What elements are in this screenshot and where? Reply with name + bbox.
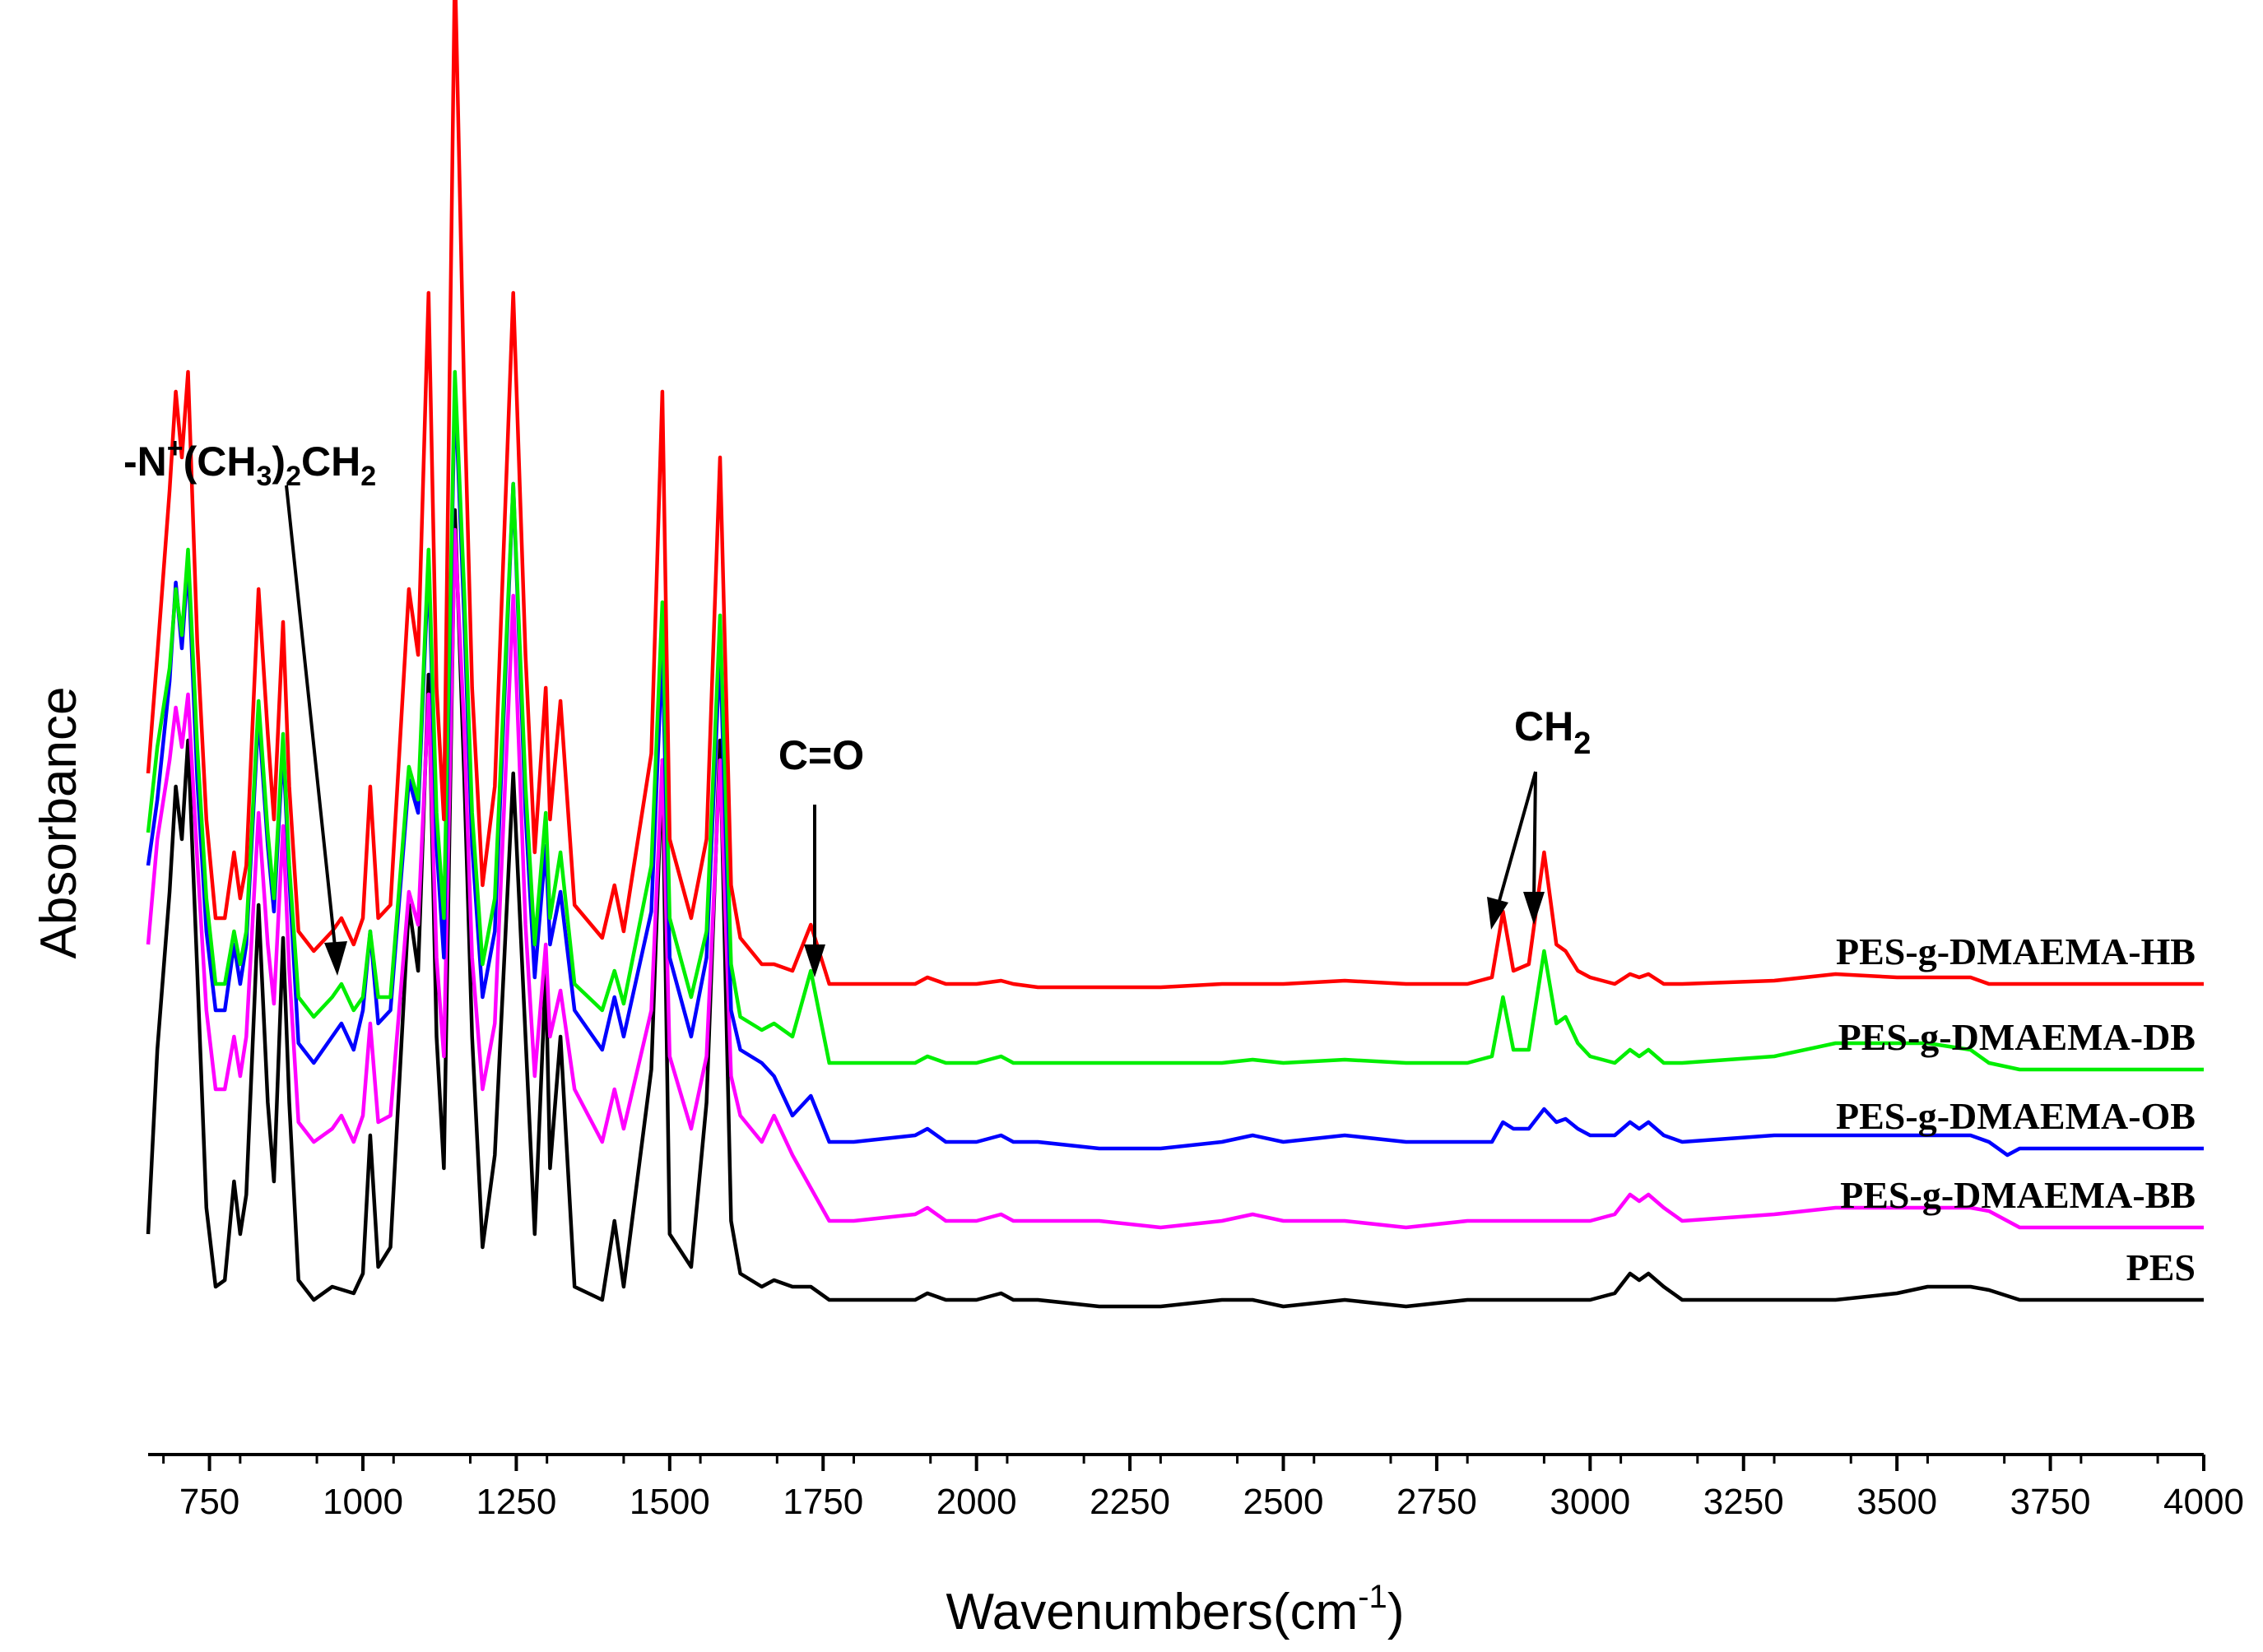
x-tick-label-3250: 3250 xyxy=(1703,1482,1784,1522)
annotation-amine-arrowhead xyxy=(324,941,347,976)
annotation-amine-label: -N+(CH3)2CH2 xyxy=(123,433,376,492)
series-line-pes-g-dmaema-bb xyxy=(146,527,2204,1230)
series-label-pes-g-dmaema-hb: PES-g-DMAEMA-HB xyxy=(1836,930,2196,972)
annotation-methylene-label: CH2 xyxy=(1514,703,1591,761)
series-label-pes-g-dmaema-bb: PES-g-DMAEMA-BB xyxy=(1840,1174,2196,1216)
x-tick-label-3750: 3750 xyxy=(2010,1482,2091,1522)
series-label-pes-g-dmaema-db: PES-g-DMAEMA-DB xyxy=(1838,1016,2196,1058)
annotation-carbonyl-label: C=O xyxy=(778,732,864,778)
series-line-pes xyxy=(146,508,2204,1309)
spectra-lines xyxy=(146,0,2204,1309)
series-line-pes-g-dmaema-hb xyxy=(146,0,2204,990)
x-tick-label-2750: 2750 xyxy=(1396,1482,1477,1522)
y-axis-title: Absorbance xyxy=(30,687,87,959)
annotation-amine: -N+(CH3)2CH2 xyxy=(123,433,376,976)
series-label-pes: PES xyxy=(2126,1246,2196,1288)
annotation-methylene-arrow-2 xyxy=(1532,771,1537,903)
series-label-pes-g-dmaema-ob: PES-g-DMAEMA-OB xyxy=(1836,1095,2196,1137)
annotation-carbonyl: C=O xyxy=(778,732,864,977)
x-tick-label-2250: 2250 xyxy=(1090,1482,1170,1522)
x-tick-label-2500: 2500 xyxy=(1243,1482,1324,1522)
x-tick-label-1250: 1250 xyxy=(476,1482,556,1522)
x-tick-label-750: 750 xyxy=(179,1482,239,1522)
series-line-pes-g-dmaema-db xyxy=(146,369,2204,1072)
x-axis-ticks: 750 1000 1250 1500 1750 2000 2250 2500 2750 3000 3… xyxy=(162,1455,2244,1522)
x-tick-label-1500: 1500 xyxy=(630,1482,710,1522)
series-labels: PES PES-g-DMAEMA-BB PES-g-DMAEMA-OB PES-g-D… xyxy=(1836,930,2196,1288)
annotation-methylene-arrow-1 xyxy=(1496,771,1537,907)
annotation-amine-arrow xyxy=(285,485,337,955)
x-axis-title: Wavenumbers(cm-1) xyxy=(946,1579,1405,1640)
x-tick-label-1750: 1750 xyxy=(783,1482,863,1522)
x-tick-label-1000: 1000 xyxy=(323,1482,403,1522)
x-tick-label-3000: 3000 xyxy=(1550,1482,1630,1522)
x-tick-label-3500: 3500 xyxy=(1856,1482,1937,1522)
annotation-methylene-arrowhead-1 xyxy=(1487,897,1508,930)
x-tick-label-2000: 2000 xyxy=(936,1482,1017,1522)
annotation-methylene: CH2 xyxy=(1487,703,1591,930)
x-tick-label-4000: 4000 xyxy=(2163,1482,2244,1522)
annotation-methylene-arrowhead-2 xyxy=(1523,892,1545,925)
annotation-carbonyl-arrowhead xyxy=(804,944,825,977)
